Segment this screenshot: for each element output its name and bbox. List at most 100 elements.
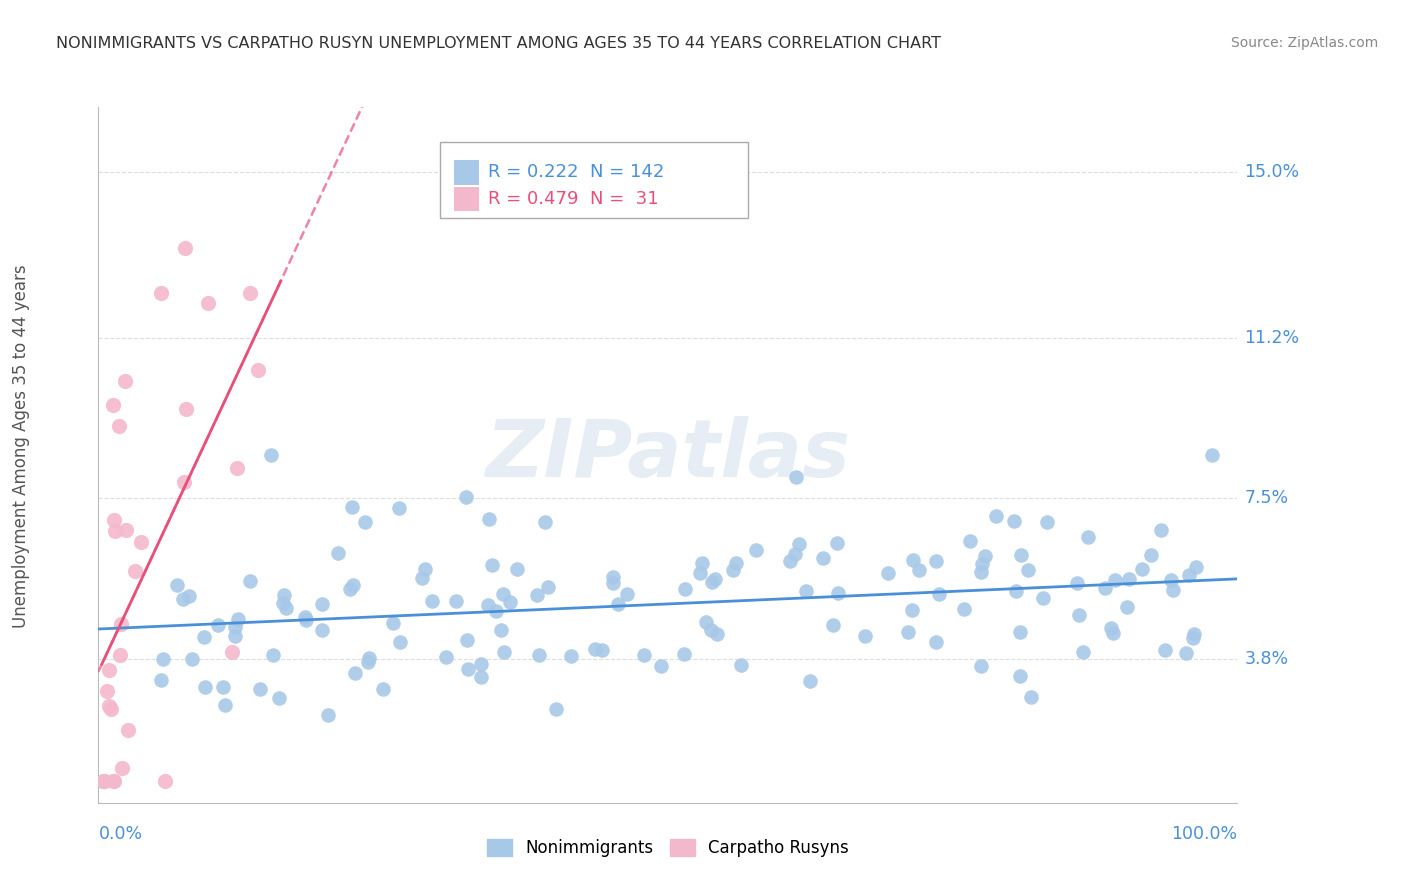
Point — [174, 240, 197, 254]
Text: 15.0%: 15.0% — [1244, 163, 1299, 181]
Point — [295, 613, 318, 627]
Point — [100, 702, 122, 716]
Point — [97, 664, 120, 678]
Point — [1150, 524, 1173, 538]
Point — [672, 648, 695, 662]
Point — [974, 549, 997, 563]
Point — [827, 586, 849, 600]
Point — [371, 681, 394, 696]
Point — [1182, 631, 1205, 645]
Point — [207, 618, 229, 632]
Text: R = 0.479  N =  31: R = 0.479 N = 31 — [488, 190, 658, 208]
Point — [359, 651, 381, 665]
Point — [226, 612, 249, 626]
Point — [93, 774, 115, 789]
Point — [382, 615, 405, 630]
Point — [1017, 563, 1039, 577]
Point — [103, 774, 125, 789]
Point — [454, 490, 477, 504]
Point — [492, 644, 515, 658]
Point — [908, 563, 931, 577]
Point — [1035, 515, 1057, 529]
Point — [153, 774, 176, 789]
Point — [481, 558, 503, 572]
Point — [326, 546, 349, 560]
Point — [172, 591, 194, 606]
Point — [823, 618, 845, 632]
Point — [177, 589, 200, 603]
Text: R = 0.222  N = 142: R = 0.222 N = 142 — [488, 163, 664, 181]
Text: 11.2%: 11.2% — [1244, 328, 1299, 346]
Point — [633, 648, 655, 662]
Point — [342, 578, 364, 592]
Point — [704, 572, 727, 586]
Point — [560, 648, 582, 663]
Point — [901, 603, 924, 617]
Point — [970, 565, 993, 579]
Point — [221, 645, 243, 659]
Point — [111, 761, 134, 775]
Point — [388, 500, 411, 515]
Point — [294, 610, 316, 624]
Point — [700, 574, 723, 589]
Point — [591, 643, 613, 657]
Point — [478, 512, 501, 526]
Point — [98, 699, 121, 714]
Point — [311, 623, 333, 637]
Point — [602, 570, 624, 584]
Point — [249, 682, 271, 697]
Point — [340, 500, 363, 515]
Point — [1071, 645, 1094, 659]
Point — [239, 574, 262, 588]
Text: 100.0%: 100.0% — [1171, 825, 1237, 843]
Point — [470, 657, 492, 672]
Point — [959, 534, 981, 549]
Point — [925, 635, 948, 649]
Point — [1008, 624, 1031, 639]
Point — [1160, 573, 1182, 587]
Point — [1066, 575, 1088, 590]
Point — [96, 684, 118, 698]
Point — [970, 557, 993, 571]
Point — [389, 634, 412, 648]
Point — [1010, 548, 1032, 562]
Point — [101, 398, 124, 412]
Point — [311, 598, 333, 612]
Point — [526, 588, 548, 602]
Point — [1118, 572, 1140, 586]
Point — [152, 652, 174, 666]
Point — [546, 702, 568, 716]
Point — [970, 659, 993, 673]
Point — [1077, 530, 1099, 544]
Point — [269, 691, 291, 706]
Point — [616, 586, 638, 600]
Text: 3.8%: 3.8% — [1244, 650, 1288, 668]
Point — [131, 535, 153, 549]
Point — [1099, 621, 1122, 635]
Point — [1161, 583, 1184, 598]
Point — [1104, 573, 1126, 587]
Point — [273, 589, 295, 603]
FancyBboxPatch shape — [454, 161, 479, 185]
Legend: Nonimmigrants, Carpatho Rusyns: Nonimmigrants, Carpatho Rusyns — [479, 832, 856, 864]
Point — [173, 475, 195, 490]
Point — [150, 286, 173, 301]
Point — [444, 594, 467, 608]
Point — [903, 553, 925, 567]
Point — [114, 375, 136, 389]
Text: NONIMMIGRANTS VS CARPATHO RUSYN UNEMPLOYMENT AMONG AGES 35 TO 44 YEARS CORRELATI: NONIMMIGRANTS VS CARPATHO RUSYN UNEMPLOY… — [56, 36, 941, 51]
Point — [953, 601, 976, 615]
Text: 0.0%: 0.0% — [98, 825, 142, 843]
Point — [695, 615, 717, 630]
Point — [785, 470, 807, 484]
Point — [477, 598, 499, 612]
Point — [606, 597, 628, 611]
Point — [1010, 669, 1032, 683]
Point — [104, 524, 127, 538]
Point — [491, 624, 513, 638]
Point — [411, 570, 433, 584]
FancyBboxPatch shape — [454, 187, 479, 211]
Text: Source: ZipAtlas.com: Source: ZipAtlas.com — [1230, 36, 1378, 50]
Point — [422, 594, 444, 608]
Point — [1184, 560, 1206, 574]
